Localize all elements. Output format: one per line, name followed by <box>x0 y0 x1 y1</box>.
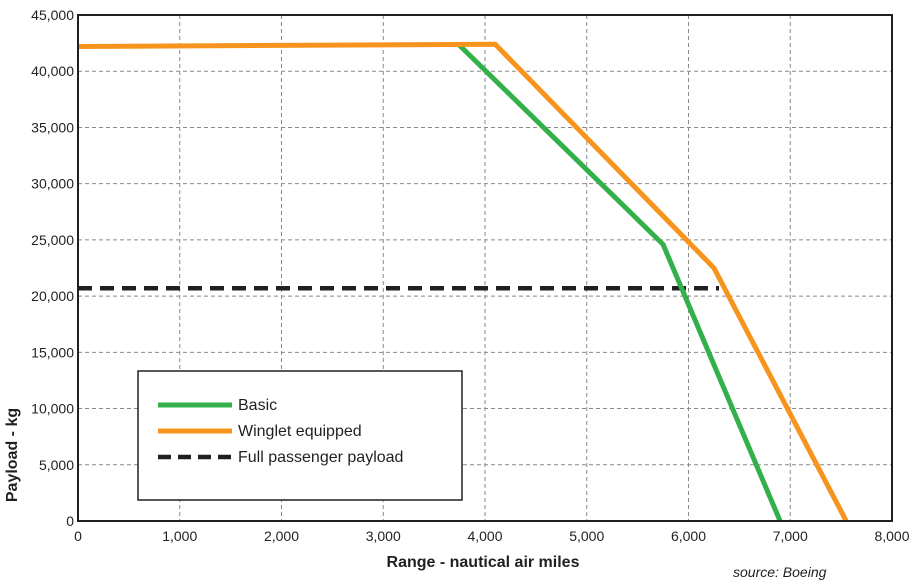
y-tick-label: 45,000 <box>31 7 74 23</box>
y-tick-label: 30,000 <box>31 176 74 192</box>
y-tick-label: 5,000 <box>39 457 74 473</box>
x-tick-label: 4,000 <box>467 528 502 544</box>
x-tick-label: 3,000 <box>366 528 401 544</box>
y-tick-label: 40,000 <box>31 63 74 79</box>
series-line-basic <box>457 43 783 522</box>
legend-label: Winglet equipped <box>238 423 362 440</box>
plot-frame <box>77 14 893 522</box>
y-axis-ticks: 0 5,000 10,000 15,000 20,000 25,000 30,000 35,0… <box>31 7 74 529</box>
x-tick-label: 6,000 <box>671 528 706 544</box>
x-tick-label: 7,000 <box>773 528 808 544</box>
x-axis-ticks: 0 1,000 2,000 3,000 4,000 5,000 6,000 7,000 8,00… <box>74 528 910 544</box>
x-tick-label: 5,000 <box>569 528 604 544</box>
x-tick-label: 0 <box>74 528 82 544</box>
x-tick-label: 1,000 <box>162 528 197 544</box>
x-tick-label: 8,000 <box>874 528 909 544</box>
grid-lines <box>78 15 892 521</box>
legend: Basic Winglet equipped Full passenger payl… <box>137 370 463 501</box>
y-tick-label: 20,000 <box>31 288 74 304</box>
legend-label: Basic <box>238 397 277 414</box>
series-line-winglet-equipped <box>77 41 849 523</box>
legend-box <box>137 370 463 501</box>
y-tick-label: 35,000 <box>31 119 74 135</box>
y-tick-label: 10,000 <box>31 401 74 417</box>
series-layer <box>77 41 849 523</box>
x-axis-title: Range - nautical air miles <box>387 554 580 571</box>
x-tick-label: 2,000 <box>264 528 299 544</box>
legend-label: Full passenger payload <box>238 449 403 466</box>
y-axis-title: Payload - kg <box>4 408 21 502</box>
y-tick-label: 25,000 <box>31 232 74 248</box>
source-note: source: Boeing <box>733 564 827 580</box>
y-tick-label: 15,000 <box>31 344 74 360</box>
y-tick-label: 0 <box>66 513 74 529</box>
